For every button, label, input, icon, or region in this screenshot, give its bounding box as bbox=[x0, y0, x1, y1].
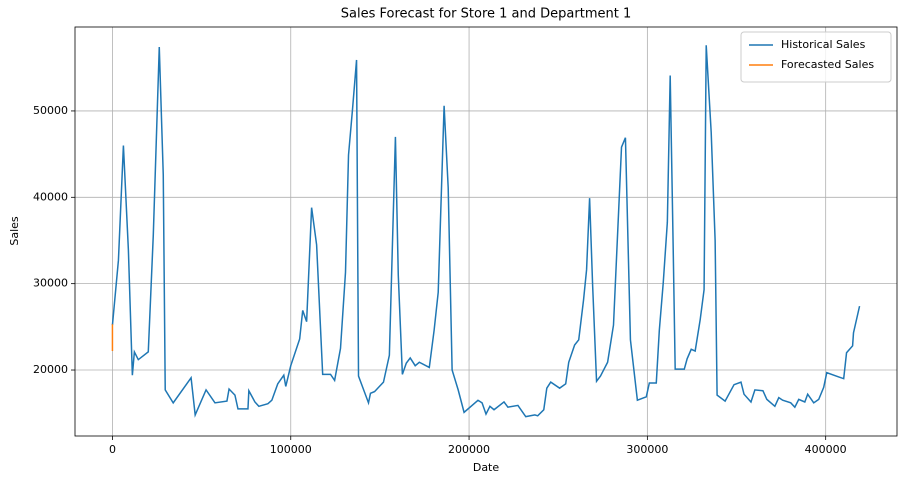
x-tick-label: 300000 bbox=[626, 443, 668, 456]
chart-title: Sales Forecast for Store 1 and Departmen… bbox=[341, 7, 631, 22]
x-tick-label: 100000 bbox=[270, 443, 312, 456]
legend-label: Forecasted Sales bbox=[781, 58, 874, 71]
legend-label: Historical Sales bbox=[781, 38, 866, 51]
y-tick-label: 40000 bbox=[33, 190, 68, 203]
legend-box bbox=[740, 31, 892, 83]
y-tick-label: 30000 bbox=[33, 277, 68, 290]
x-tick-label: 0 bbox=[109, 443, 116, 456]
x-tick-label: 400000 bbox=[805, 443, 847, 456]
y-axis-label: Sales bbox=[8, 216, 21, 246]
y-tick-label: 20000 bbox=[33, 363, 68, 376]
y-tick-label: 50000 bbox=[33, 104, 68, 117]
x-tick-label: 200000 bbox=[448, 443, 490, 456]
plot-frame bbox=[74, 26, 898, 437]
line-series bbox=[111, 45, 861, 418]
x-axis-label: Date bbox=[473, 461, 500, 474]
